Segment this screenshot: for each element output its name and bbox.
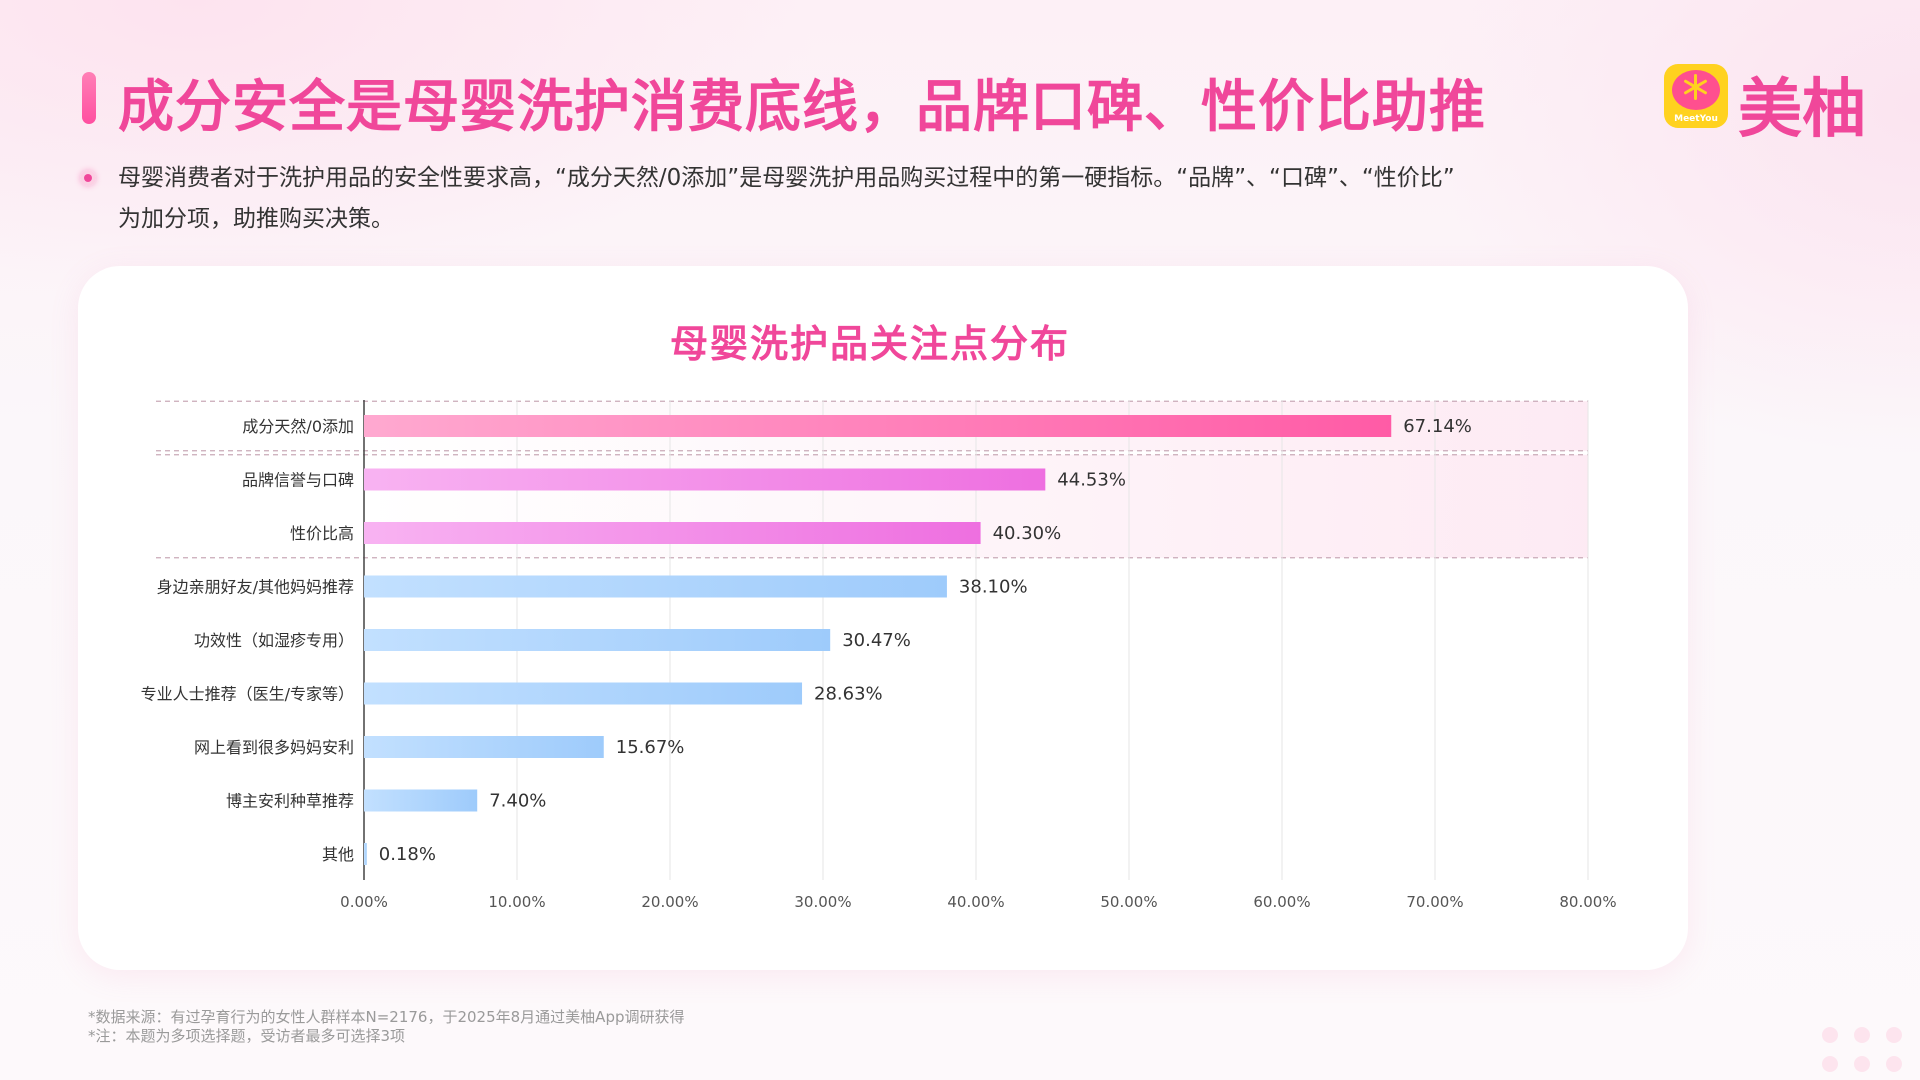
bar-value-label: 0.18%	[379, 844, 436, 865]
logo-text: 美柚	[1738, 73, 1866, 147]
bar	[364, 789, 478, 812]
logo-subtext: MeetYou	[1674, 114, 1718, 124]
bar-value-label: 38.10%	[959, 577, 1028, 598]
category-label: 其他	[322, 845, 354, 864]
x-tick-label: 80.00%	[1559, 893, 1616, 911]
bar-value-label: 28.63%	[814, 684, 883, 705]
bar-value-label: 40.30%	[993, 523, 1062, 544]
category-label: 成分天然/0添加	[242, 417, 354, 436]
footnote-source: *数据来源：有过孕育行为的女性人群样本N=2176，于2025年8月通过美柚Ap…	[88, 1008, 685, 1026]
summary-text: 母婴消费者对于洗护用品的安全性要求高，“成分天然/0添加”是母婴洗护用品购买过程…	[118, 158, 1638, 240]
bar	[364, 415, 1392, 437]
category-label: 功效性（如湿疹专用）	[194, 631, 354, 650]
summary-line-1: 母婴消费者对于洗护用品的安全性要求高，“成分天然/0添加”是母婴洗护用品购买过程…	[118, 165, 1455, 191]
bar	[364, 843, 367, 865]
x-tick-label: 40.00%	[947, 893, 1004, 911]
title-accent-bar	[82, 72, 96, 124]
category-label: 身边亲朋好友/其他妈妈推荐	[157, 578, 354, 597]
summary-line-2: 为加分项，助推购买决策。	[118, 206, 394, 232]
x-tick-label: 10.00%	[488, 893, 545, 911]
bar-value-label: 44.53%	[1057, 470, 1126, 491]
brand-logo: MeetYou 美柚	[1664, 62, 1866, 147]
category-label: 品牌信誉与口碑	[242, 471, 354, 490]
x-tick-label: 50.00%	[1100, 893, 1157, 911]
page-title: 成分安全是母婴洗护消费底线，品牌口碑、性价比助推	[118, 75, 1486, 140]
bar-value-label: 7.40%	[489, 791, 546, 812]
x-tick-label: 70.00%	[1406, 893, 1463, 911]
category-label: 性价比高	[290, 524, 354, 543]
bullet-dot-icon	[80, 170, 96, 186]
bar-value-label: 67.14%	[1403, 416, 1472, 437]
chart-title: 母婴洗护品关注点分布	[669, 322, 1070, 366]
bar	[364, 682, 803, 705]
category-label: 网上看到很多妈妈安利	[194, 738, 354, 757]
bar-value-label: 30.47%	[842, 630, 911, 651]
bar	[364, 575, 947, 598]
bar	[364, 736, 604, 758]
footnote-note: *注：本题为多项选择题，受访者最多可选择3项	[88, 1027, 406, 1045]
bar-value-label: 15.67%	[616, 737, 685, 758]
bar	[364, 522, 981, 544]
bar	[364, 468, 1046, 491]
x-tick-label: 30.00%	[794, 893, 851, 911]
category-label: 专业人士推荐（医生/专家等）	[141, 685, 354, 704]
x-tick-label: 60.00%	[1253, 893, 1310, 911]
chart-card	[78, 266, 1688, 970]
x-tick-label: 0.00%	[340, 893, 388, 911]
category-label: 博主安利种草推荐	[226, 792, 354, 811]
bar	[364, 629, 831, 651]
x-tick-label: 20.00%	[641, 893, 698, 911]
meetyou-logo-icon: MeetYou	[1664, 64, 1728, 128]
decorative-dots	[1822, 1027, 1902, 1072]
